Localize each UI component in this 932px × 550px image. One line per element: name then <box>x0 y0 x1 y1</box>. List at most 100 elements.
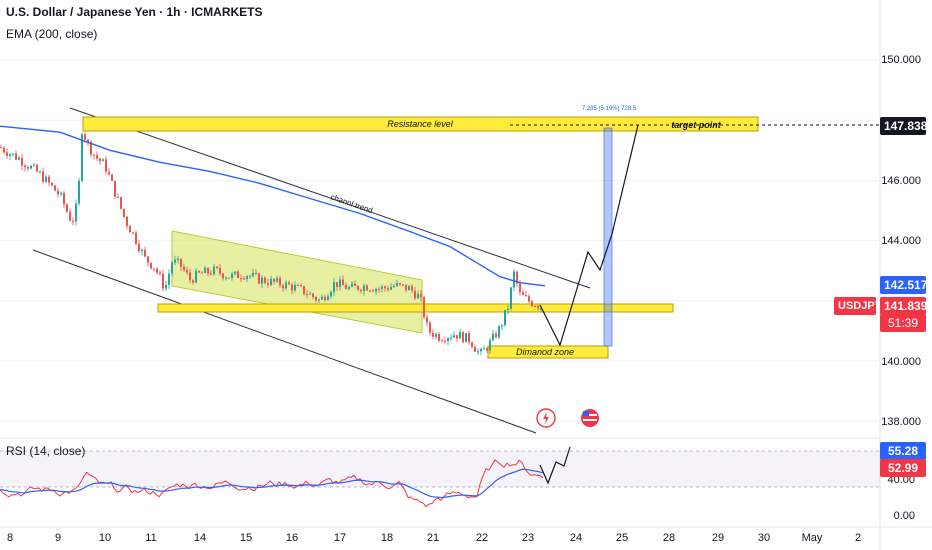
candle-body <box>453 335 455 338</box>
time-tick: 11 <box>145 532 156 544</box>
candle-body <box>297 285 299 287</box>
candle-body <box>255 272 257 274</box>
candle-body <box>303 286 305 295</box>
candle-body <box>462 332 464 343</box>
candle-body <box>189 272 191 281</box>
candle-body <box>51 182 53 186</box>
candle-body <box>495 333 497 338</box>
candle-body <box>288 282 290 285</box>
candle-body <box>531 301 533 307</box>
time-tick: 8 <box>7 532 13 544</box>
time-tick: 17 <box>334 532 346 544</box>
time-tick: 18 <box>381 532 393 544</box>
candle-body <box>204 267 206 274</box>
candle-body <box>0 147 2 149</box>
candle-body <box>225 277 227 279</box>
candle-body <box>399 283 401 285</box>
candle-body <box>426 317 428 323</box>
candle-body <box>423 297 425 318</box>
indicator-label: EMA (200, close) <box>6 27 98 41</box>
candle-body <box>243 278 245 280</box>
candle-body <box>93 154 95 156</box>
candle-body <box>378 288 380 290</box>
candle-body <box>39 171 41 173</box>
candle-body <box>342 279 344 286</box>
candle-body <box>168 273 170 285</box>
candle-body <box>126 216 128 226</box>
candle-body <box>261 277 263 284</box>
candle-body <box>153 268 155 270</box>
candle-body <box>81 134 83 181</box>
lightning-icon[interactable] <box>536 408 556 428</box>
rsi-label: RSI (14, close) <box>6 444 86 458</box>
candle-body <box>258 273 260 284</box>
measure-bar <box>603 127 613 347</box>
resistance-label: Resistance level <box>387 119 454 129</box>
candle-body <box>489 340 491 351</box>
candle-body <box>177 258 179 260</box>
candle-body <box>162 273 164 289</box>
price-tick: 144.000 <box>881 235 921 247</box>
candle-body <box>135 232 137 244</box>
candle-body <box>345 285 347 290</box>
time-tick: 24 <box>570 532 582 544</box>
time-tick: 10 <box>99 532 111 544</box>
candle-body <box>201 272 203 274</box>
candle-body <box>150 262 152 269</box>
candle-body <box>468 333 470 343</box>
us-flag-icon[interactable] <box>581 409 599 427</box>
candle-body <box>186 270 188 273</box>
rsi-tick: 40.00 <box>887 474 915 486</box>
candle-body <box>198 270 200 273</box>
candle-body <box>6 152 8 156</box>
candle-body <box>30 165 32 169</box>
candle-body <box>273 278 275 282</box>
price-tick: 146.000 <box>881 175 921 187</box>
candle-body <box>285 282 287 289</box>
candle-body <box>318 299 320 301</box>
symbol-tag[interactable]: USDJPY <box>834 297 882 315</box>
candle-body <box>330 291 332 297</box>
candle-body <box>144 249 146 257</box>
time-axis: 8 9 10 11 14 15 16 17 18 21 22 23 24 25 28 29 30 May 2 <box>7 532 861 544</box>
candle-body <box>381 286 383 289</box>
candle-body <box>435 333 437 337</box>
time-tick: 21 <box>427 532 439 544</box>
time-tick: 30 <box>758 532 770 544</box>
rsi-tick: 0.00 <box>894 510 915 522</box>
candle-body <box>33 164 35 166</box>
time-tick: 15 <box>240 532 252 544</box>
candle-body <box>357 285 359 290</box>
candle-body <box>210 273 212 275</box>
candle-body <box>501 325 503 327</box>
candle-body <box>15 153 17 160</box>
candle-body <box>360 289 362 292</box>
time-tick: May <box>802 532 823 544</box>
time-tick: 16 <box>286 532 298 544</box>
candle-body <box>534 306 536 308</box>
candle-body <box>72 220 74 222</box>
resistance-zone <box>82 116 759 132</box>
candle-body <box>105 159 107 172</box>
candle-body <box>249 275 251 277</box>
candle-body <box>183 266 185 271</box>
candle-body <box>477 351 479 353</box>
candle-body <box>99 158 101 162</box>
candle-body <box>18 158 20 160</box>
current-price-tag: 141.839 <box>880 297 927 315</box>
candle-body <box>3 147 5 153</box>
chart-title: U.S. Dollar / Japanese Yen · 1h · ICMARK… <box>6 5 263 19</box>
candle-body <box>159 272 161 274</box>
projected-path <box>539 124 639 347</box>
candle-body <box>246 276 248 279</box>
candle-body <box>195 270 197 283</box>
rsi-line <box>0 459 544 508</box>
candle-body <box>387 288 389 290</box>
candle-body <box>156 268 158 273</box>
candle-body <box>351 283 353 287</box>
candle-body <box>78 180 80 204</box>
support-zone <box>157 303 674 313</box>
candle-body <box>282 285 284 289</box>
candle-body <box>438 333 440 341</box>
